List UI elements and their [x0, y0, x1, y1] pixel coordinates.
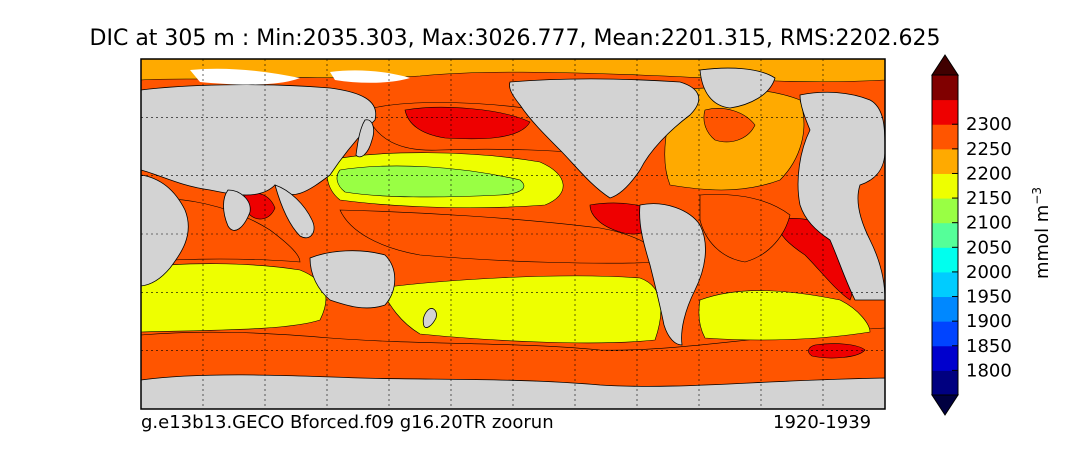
colorbar-swatch — [932, 148, 958, 174]
region-north-pacific-gyre — [336, 165, 525, 198]
missing-data-arctic — [190, 68, 410, 85]
colorbar-swatch — [932, 222, 958, 248]
colorbar-extend-min — [931, 394, 959, 416]
colorbar-tick-label: 1850 — [966, 336, 1012, 357]
colorbar-swatch — [932, 99, 958, 125]
colorbar-tick-label: 2100 — [966, 213, 1012, 234]
region-south-atlantic-subtropical — [698, 290, 871, 341]
colorbar-tick-label: 2200 — [966, 163, 1012, 184]
colorbar-swatch — [932, 247, 958, 273]
colorbar-swatch — [932, 370, 958, 396]
region-south-indian-subtropical — [141, 263, 327, 333]
colorbar-extend-max — [931, 54, 959, 76]
colorbar-tick-label: 2300 — [966, 114, 1012, 135]
region-north-pacific-core — [404, 107, 531, 140]
colorbar-swatch — [932, 271, 958, 298]
colorbar-swatch — [932, 124, 958, 150]
colorbar: 1800 1850 1900 1950 2000 2050 2100 2150 2200 2250… — [931, 54, 1012, 416]
land-japan — [355, 119, 374, 158]
colorbar-tick-label: 2000 — [966, 262, 1012, 283]
colorbar-swatch — [932, 198, 958, 224]
colorbar-label: mmol m−3 — [1030, 187, 1053, 279]
colorbar-tick-label: 1800 — [966, 360, 1012, 381]
land-india — [223, 189, 251, 231]
colorbar-swatch — [932, 321, 958, 347]
land-se-asia — [274, 184, 315, 239]
land — [141, 67, 885, 409]
colorbar-tick-label: 2050 — [966, 237, 1012, 258]
land-africa — [141, 174, 189, 287]
land-australia — [309, 250, 396, 309]
colorbar-label-exponent: −3 — [1030, 187, 1044, 205]
land-eurasia — [141, 84, 377, 196]
region-south-pacific-subtropical — [379, 275, 662, 344]
colorbar-tick-label: 1900 — [966, 311, 1012, 332]
colorbar-tick-label: 2150 — [966, 188, 1012, 209]
chart-title: DIC at 305 m : Min:2035.303, Max:3026.77… — [89, 26, 941, 51]
year-range: 1920-1939 — [773, 412, 872, 433]
land-new-zealand — [422, 308, 437, 328]
graticule — [141, 59, 885, 409]
region-tropical-atlantic — [699, 194, 791, 263]
colorbar-swatch — [932, 296, 958, 322]
colorbar-swatch — [932, 173, 958, 199]
run-name: g.e13b13.GECO Bforced.f09 g16.20TR zooru… — [141, 412, 554, 433]
colorbar-label-base: mmol m — [1032, 205, 1053, 279]
land-south-america — [639, 203, 706, 346]
map-frame — [140, 58, 886, 410]
colorbar-outline — [931, 74, 959, 396]
land-europe-africa-east — [797, 91, 885, 301]
colorbar-swatch — [932, 75, 958, 101]
colorbar-tick-label: 2250 — [966, 139, 1012, 160]
region-labrador-sea — [703, 108, 756, 143]
colorbar-swatch — [932, 345, 958, 371]
colorbar-tick-label: 1950 — [966, 287, 1012, 308]
land-greenland — [699, 67, 776, 109]
